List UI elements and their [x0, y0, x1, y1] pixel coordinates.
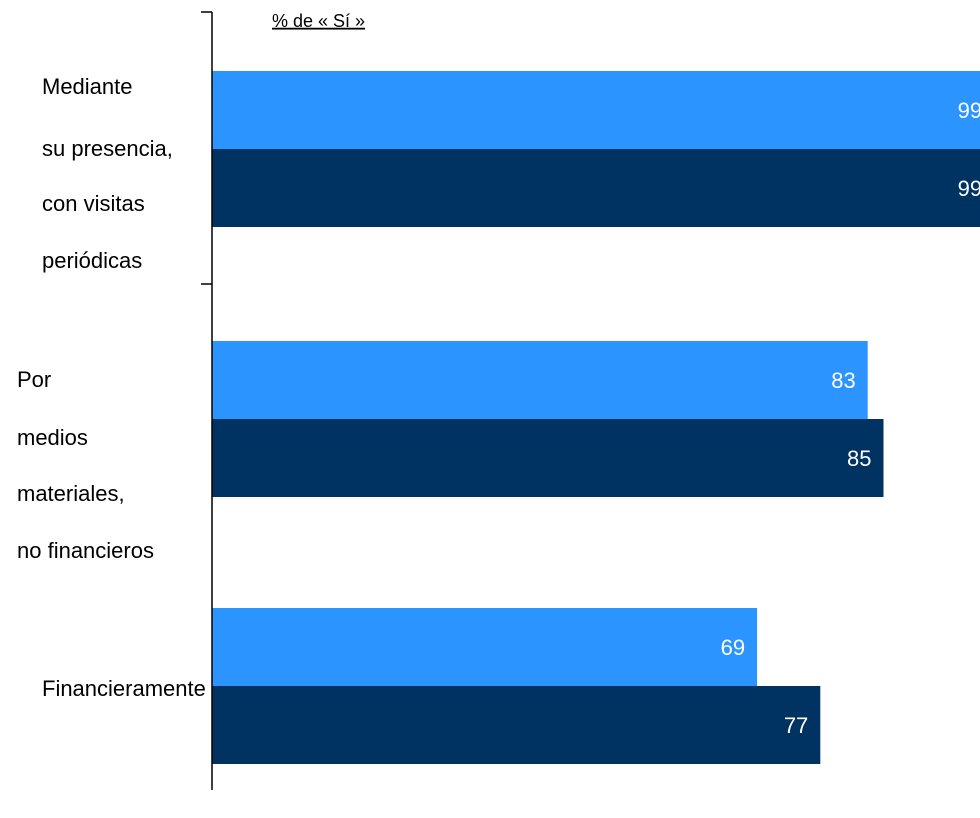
value-label: 85 [847, 446, 871, 471]
category-label: Por [17, 367, 51, 392]
category-label: Mediante [42, 74, 133, 99]
category-label: materiales, [17, 481, 125, 506]
bar [212, 341, 868, 419]
category-label: no financieros [17, 538, 154, 563]
category-label: medios [17, 425, 88, 450]
value-label: 69 [721, 635, 745, 660]
chart-title: % de « Sí » [272, 11, 365, 31]
category-label: su presencia, [42, 136, 173, 161]
bar [212, 686, 821, 764]
value-label: 77 [784, 713, 808, 738]
value-label: 99 [958, 98, 980, 123]
bar [212, 608, 758, 686]
category-label: Financieramente [42, 676, 206, 701]
category-label: con visitas [42, 191, 145, 216]
category-label: periódicas [42, 248, 142, 273]
value-label: 99 [958, 176, 980, 201]
bar [212, 71, 980, 149]
bar [212, 149, 980, 227]
bar [212, 419, 884, 497]
value-label: 83 [831, 368, 855, 393]
